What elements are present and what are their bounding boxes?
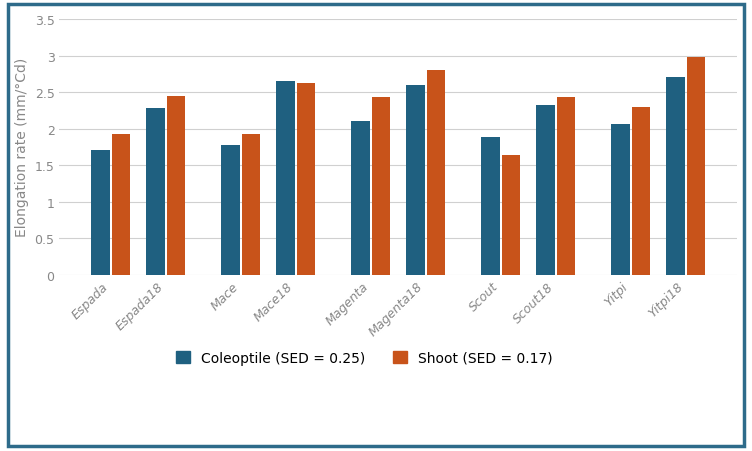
Bar bbox=[297, 83, 315, 275]
Y-axis label: Elongation rate (mm/°Cd): Elongation rate (mm/°Cd) bbox=[15, 58, 29, 237]
Bar bbox=[481, 138, 499, 275]
Bar bbox=[371, 98, 390, 275]
Bar bbox=[687, 58, 705, 275]
Bar bbox=[351, 122, 370, 275]
Bar bbox=[502, 156, 520, 275]
Bar bbox=[277, 82, 295, 275]
Bar bbox=[536, 106, 555, 275]
Bar bbox=[406, 86, 425, 275]
Bar bbox=[611, 125, 629, 275]
Bar bbox=[167, 97, 185, 275]
Bar bbox=[666, 78, 685, 275]
Bar bbox=[427, 71, 445, 275]
Bar bbox=[632, 107, 650, 275]
Bar bbox=[221, 145, 240, 275]
Bar bbox=[111, 135, 130, 275]
Bar bbox=[556, 98, 575, 275]
Bar bbox=[147, 109, 165, 275]
Bar bbox=[91, 151, 110, 275]
Legend: Coleoptile (SED = 0.25), Shoot (SED = 0.17): Coleoptile (SED = 0.25), Shoot (SED = 0.… bbox=[176, 351, 553, 365]
Bar bbox=[241, 135, 260, 275]
